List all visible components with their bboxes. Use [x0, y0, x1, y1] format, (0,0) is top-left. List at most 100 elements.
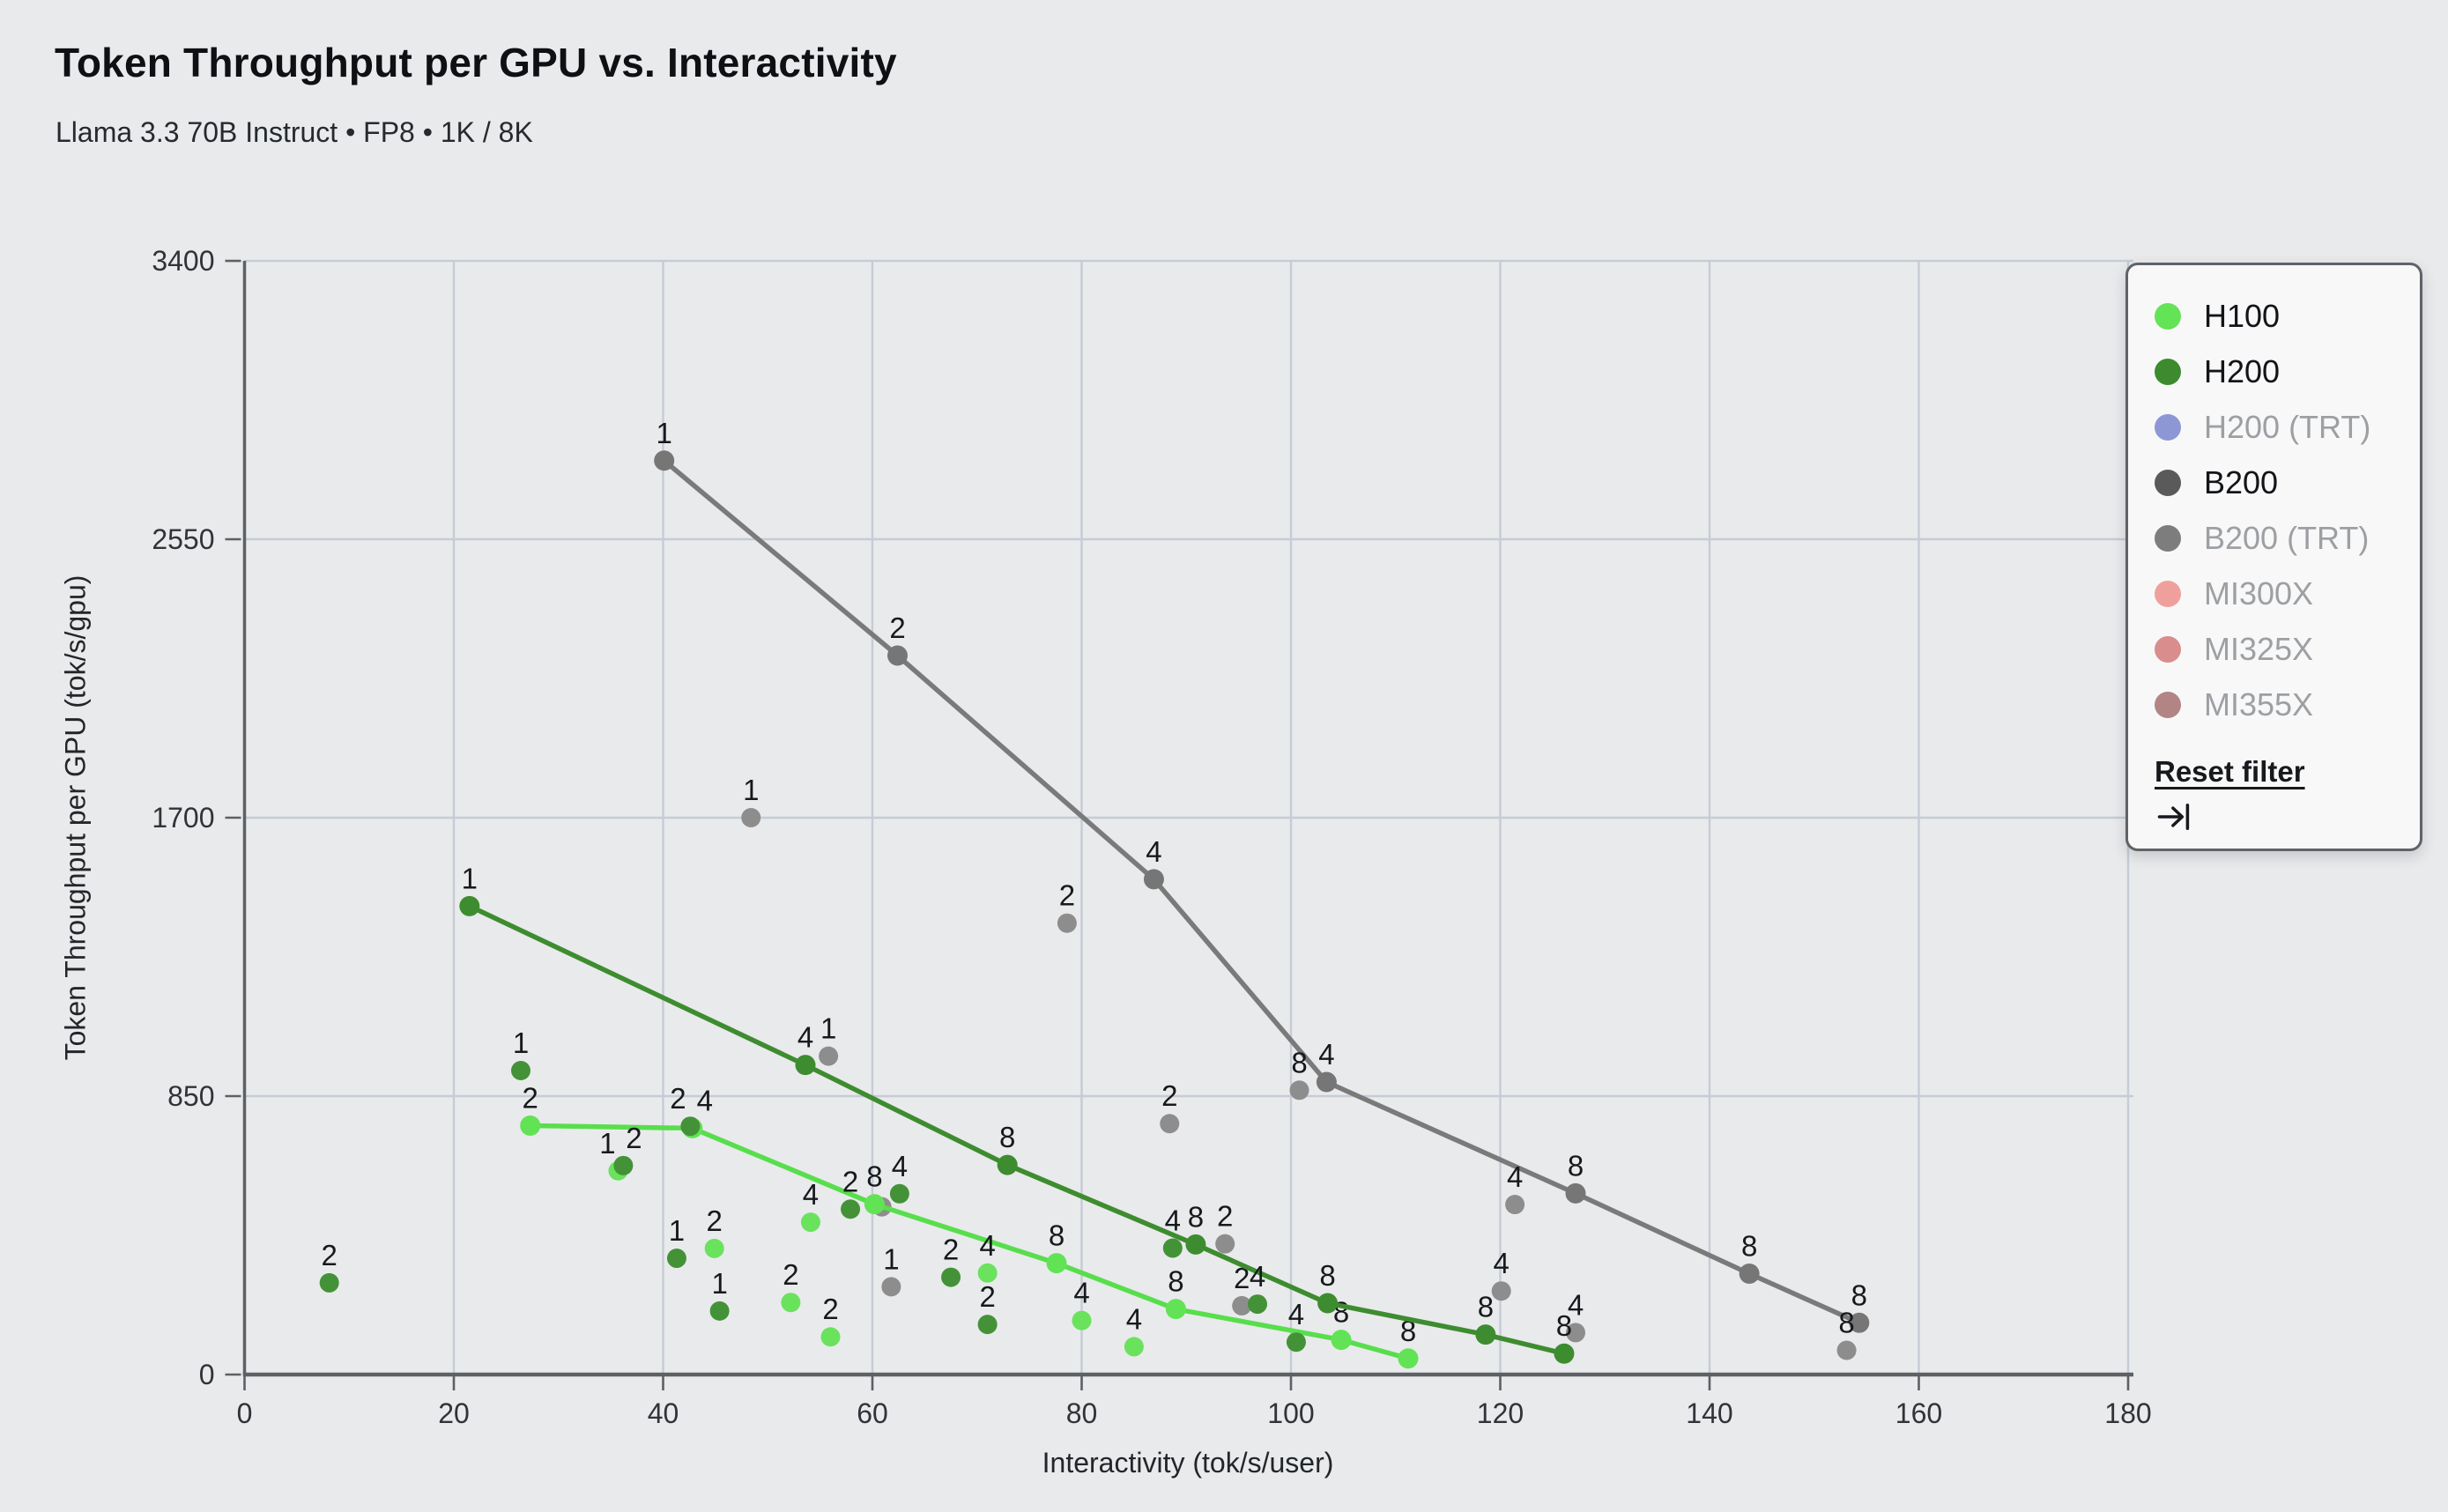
series-h200 [319, 895, 1575, 1364]
legend-swatch-icon [2155, 358, 2181, 385]
data-point-h200 [613, 1155, 634, 1175]
y-tick-label: 2550 [152, 523, 214, 555]
x-axis-title: Interactivity (tok/s/user) [1042, 1447, 1334, 1479]
frontier-point-b200 [1849, 1312, 1870, 1333]
data-point-h100 [1072, 1310, 1092, 1330]
reset-filter-link[interactable]: Reset filter [2155, 755, 2305, 788]
data-point-h200 [709, 1301, 730, 1321]
data-point-b200 [1505, 1195, 1525, 1215]
point-label-h200: 2 [670, 1082, 686, 1115]
legend-item-b200-trt[interactable]: B200 (TRT) [2155, 510, 2420, 566]
point-label-b200: 4 [1494, 1247, 1510, 1279]
point-label-h200: 1 [669, 1214, 685, 1247]
point-label-b200: 2 [1059, 879, 1075, 912]
point-label-h200: 2 [842, 1165, 858, 1197]
point-label-h200: 1 [462, 862, 478, 894]
point-label-b200: 8 [1741, 1229, 1757, 1262]
frontier-point-h100 [864, 1194, 885, 1215]
point-label-h200: 4 [797, 1021, 813, 1054]
point-label-h200: 4 [1288, 1298, 1304, 1330]
x-tick-label: 60 [857, 1397, 888, 1429]
point-label-h200: 8 [1556, 1309, 1572, 1342]
point-label-h100: 2 [707, 1204, 723, 1237]
point-label-b200: 2 [1161, 1079, 1177, 1112]
point-label-h200: 8 [999, 1121, 1015, 1153]
y-tick-label: 3400 [152, 245, 214, 277]
legend-item-label: H100 [2204, 297, 2281, 334]
point-label-b200: 2 [889, 611, 905, 644]
point-label-b200: 4 [1507, 1160, 1523, 1193]
point-label-h200: 2 [626, 1122, 642, 1154]
legend-swatch-icon [2155, 469, 2181, 496]
data-point-b200 [741, 808, 761, 828]
legend-swatch-icon [2155, 580, 2181, 607]
data-point-h200 [841, 1199, 861, 1219]
frontier-point-h100 [1398, 1348, 1419, 1369]
x-tick-label: 160 [1895, 1397, 1942, 1429]
data-point-h200 [941, 1267, 961, 1287]
x-tick-label: 100 [1267, 1397, 1314, 1429]
data-point-b200 [1566, 1323, 1585, 1343]
legend-item-label: H200 [2204, 352, 2281, 389]
legend-item-label: H200 (TRT) [2204, 408, 2371, 445]
point-label-b200: 4 [1568, 1288, 1584, 1321]
data-point-b200 [1836, 1340, 1857, 1360]
frontier-point-h200 [997, 1154, 1018, 1175]
legend-item-mi300x[interactable]: MI300X [2155, 566, 2420, 621]
y-tick-label: 850 [167, 1080, 214, 1112]
frontier-point-h200 [1554, 1343, 1575, 1364]
frontier-point-h100 [1046, 1253, 1067, 1274]
legend-swatch-icon [2155, 302, 2181, 330]
data-point-h100 [704, 1238, 724, 1258]
y-axis-title: Token Throughput per GPU (tok/s/gpu) [59, 574, 92, 1061]
point-label-b200: 8 [1568, 1149, 1584, 1182]
data-point-h200 [889, 1183, 909, 1204]
point-label-b200: 8 [1851, 1279, 1867, 1311]
frontier-point-b200 [1143, 869, 1164, 890]
data-point-b200 [1289, 1080, 1309, 1101]
data-point-h200 [1162, 1238, 1183, 1258]
legend-item-mi325x[interactable]: MI325X [2155, 621, 2420, 677]
series-h100 [520, 1115, 1419, 1369]
frontier-point-h100 [1165, 1299, 1186, 1320]
data-point-h200 [977, 1315, 998, 1335]
legend-item-h200-trt[interactable]: H200 (TRT) [2155, 399, 2420, 455]
x-tick-label: 20 [438, 1397, 470, 1429]
arrow-bar-to-right-icon[interactable] [2155, 797, 2193, 836]
point-label-h200: 8 [1188, 1200, 1204, 1233]
data-point-h200 [1286, 1332, 1306, 1353]
x-tick-label: 40 [648, 1397, 679, 1429]
y-tick-label: 0 [199, 1359, 215, 1390]
frontier-point-h100 [1331, 1330, 1352, 1351]
point-label-h200: 4 [1165, 1204, 1181, 1237]
legend-item-h100[interactable]: H100 [2155, 288, 2420, 344]
x-tick-label: 180 [2104, 1397, 2151, 1429]
point-label-h100: 4 [803, 1178, 819, 1211]
frontier-point-h200 [459, 895, 480, 916]
point-label-b200: 1 [743, 774, 759, 806]
point-label-h100: 8 [1400, 1315, 1416, 1347]
legend-swatch-icon [2155, 691, 2181, 718]
point-label-h200: 2 [322, 1239, 338, 1271]
data-point-b200 [1232, 1295, 1252, 1316]
legend-item-h200[interactable]: H200 [2155, 344, 2420, 399]
point-label-h200: 4 [892, 1150, 908, 1182]
data-point-h100 [977, 1263, 998, 1283]
x-tick-label: 120 [1477, 1397, 1524, 1429]
data-point-h100 [1124, 1337, 1144, 1357]
legend-item-b200[interactable]: B200 [2155, 455, 2420, 510]
legend-item-mi355x[interactable]: MI355X [2155, 677, 2420, 732]
data-point-h200 [511, 1061, 530, 1081]
point-label-h100: 4 [697, 1084, 713, 1116]
point-label-b200: 4 [1146, 835, 1161, 868]
frontier-line-h100 [527, 1123, 1411, 1361]
point-label-b200: 8 [1291, 1046, 1307, 1078]
legend-item-label: B200 [2204, 463, 2279, 500]
data-point-h100 [800, 1212, 820, 1233]
page-subtitle: Llama 3.3 70B Instruct • FP8 • 1K / 8K [56, 116, 533, 148]
frontier-point-b200 [1316, 1071, 1337, 1093]
point-label-b200: 4 [1318, 1038, 1334, 1071]
x-tick-label: 0 [237, 1397, 253, 1429]
data-point-h200 [319, 1272, 339, 1293]
legend-swatch-icon [2155, 524, 2181, 552]
